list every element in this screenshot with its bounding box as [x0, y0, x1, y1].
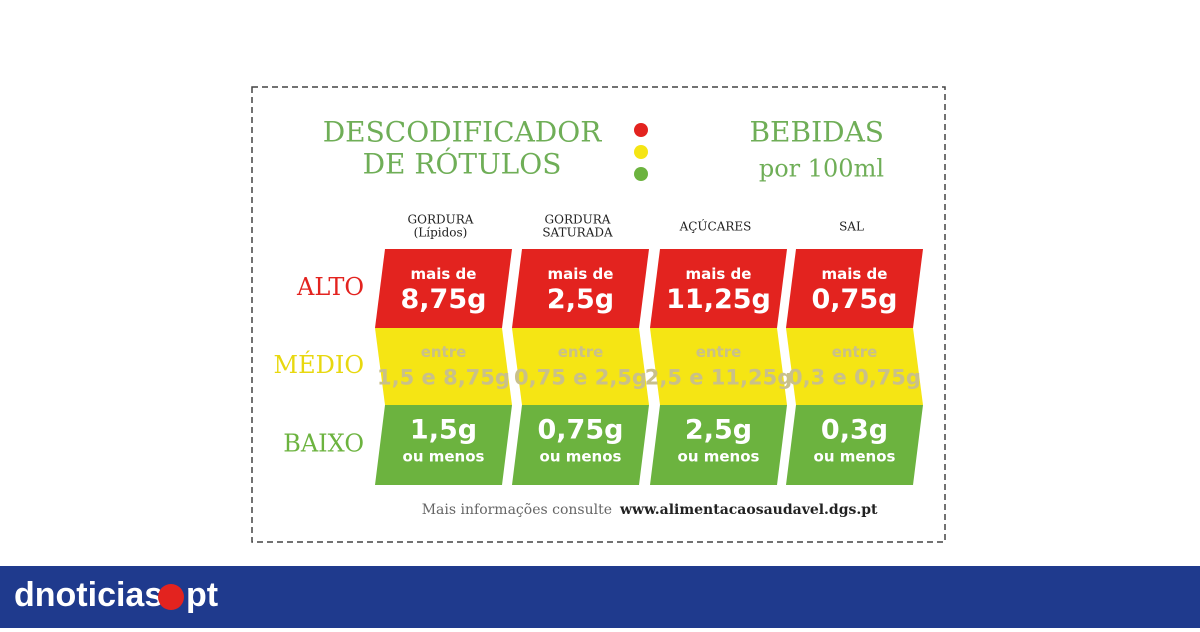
footer-text: Mais informações consulte [422, 502, 612, 518]
cell-text: mais de [822, 265, 888, 283]
cell [786, 328, 923, 405]
footer-link: www.alimentacaosaudavel.dgs.pt [619, 502, 878, 518]
cell-text: 11,25g [666, 284, 771, 315]
column-header: (Lípidos) [414, 226, 468, 240]
title-group: DESCODIFICADOR DE RÓTULOS BEBIDAS por 10… [323, 116, 884, 183]
cell-text: 2,5g [685, 415, 752, 446]
column-header: SATURADA [542, 226, 613, 240]
cell-text: mais de [411, 265, 477, 283]
cell [786, 405, 923, 485]
cell [512, 328, 649, 405]
row-label: BAIXO [283, 430, 364, 458]
column-header: GORDURA [408, 213, 474, 227]
cell-text: entre [696, 343, 742, 361]
cell-text: entre [558, 343, 604, 361]
cell-text: 1,5 e 8,75g [377, 366, 510, 390]
cell-text: mais de [548, 265, 614, 283]
light-green [634, 167, 648, 181]
brand-name: dnoticias [14, 576, 163, 614]
cell [786, 249, 923, 328]
dashed-frame [251, 86, 946, 543]
light-red [634, 123, 648, 137]
column-header: SAL [839, 220, 864, 234]
cell-text: 0,75g [812, 284, 898, 315]
cell [512, 405, 649, 485]
cell-text: 8,75g [401, 284, 487, 315]
cell-text: ou menos [678, 448, 760, 466]
title: DE RÓTULOS [363, 147, 562, 181]
brand-suffix: pt [186, 576, 218, 614]
cell [375, 405, 512, 485]
cell-text: 1,5g [410, 415, 477, 446]
subtitle: por 100ml [759, 155, 884, 183]
cell [375, 328, 512, 405]
cell-text: 0,75 e 2,5g [514, 366, 647, 390]
cell [650, 405, 787, 485]
cell [512, 249, 649, 328]
cell-text: 0,75g [538, 415, 624, 446]
light-yellow [634, 145, 648, 159]
cell [650, 249, 787, 328]
cell-text: ou menos [403, 448, 485, 466]
cell [650, 328, 787, 405]
cell-text: 0,3 e 0,75g [788, 366, 921, 390]
column-header: GORDURA [545, 213, 611, 227]
cell-text: entre [832, 343, 878, 361]
column-header: AÇÚCARES [679, 218, 752, 234]
subtitle: BEBIDAS [749, 116, 884, 149]
cell-text: 2,5 e 11,25g [645, 366, 793, 390]
row-label: MÉDIO [274, 350, 365, 379]
cell-text: 0,3g [821, 415, 888, 446]
row-label: ALTO [296, 273, 364, 301]
brand-bar [0, 566, 1200, 628]
cell-text: ou menos [540, 448, 622, 466]
brand-dot [158, 584, 184, 610]
cell-text: mais de [686, 265, 752, 283]
title: DESCODIFICADOR [323, 116, 602, 149]
cell-text: 2,5g [547, 284, 614, 315]
cell [375, 249, 512, 328]
cell-text: entre [421, 343, 467, 361]
cell-text: ou menos [814, 448, 896, 466]
